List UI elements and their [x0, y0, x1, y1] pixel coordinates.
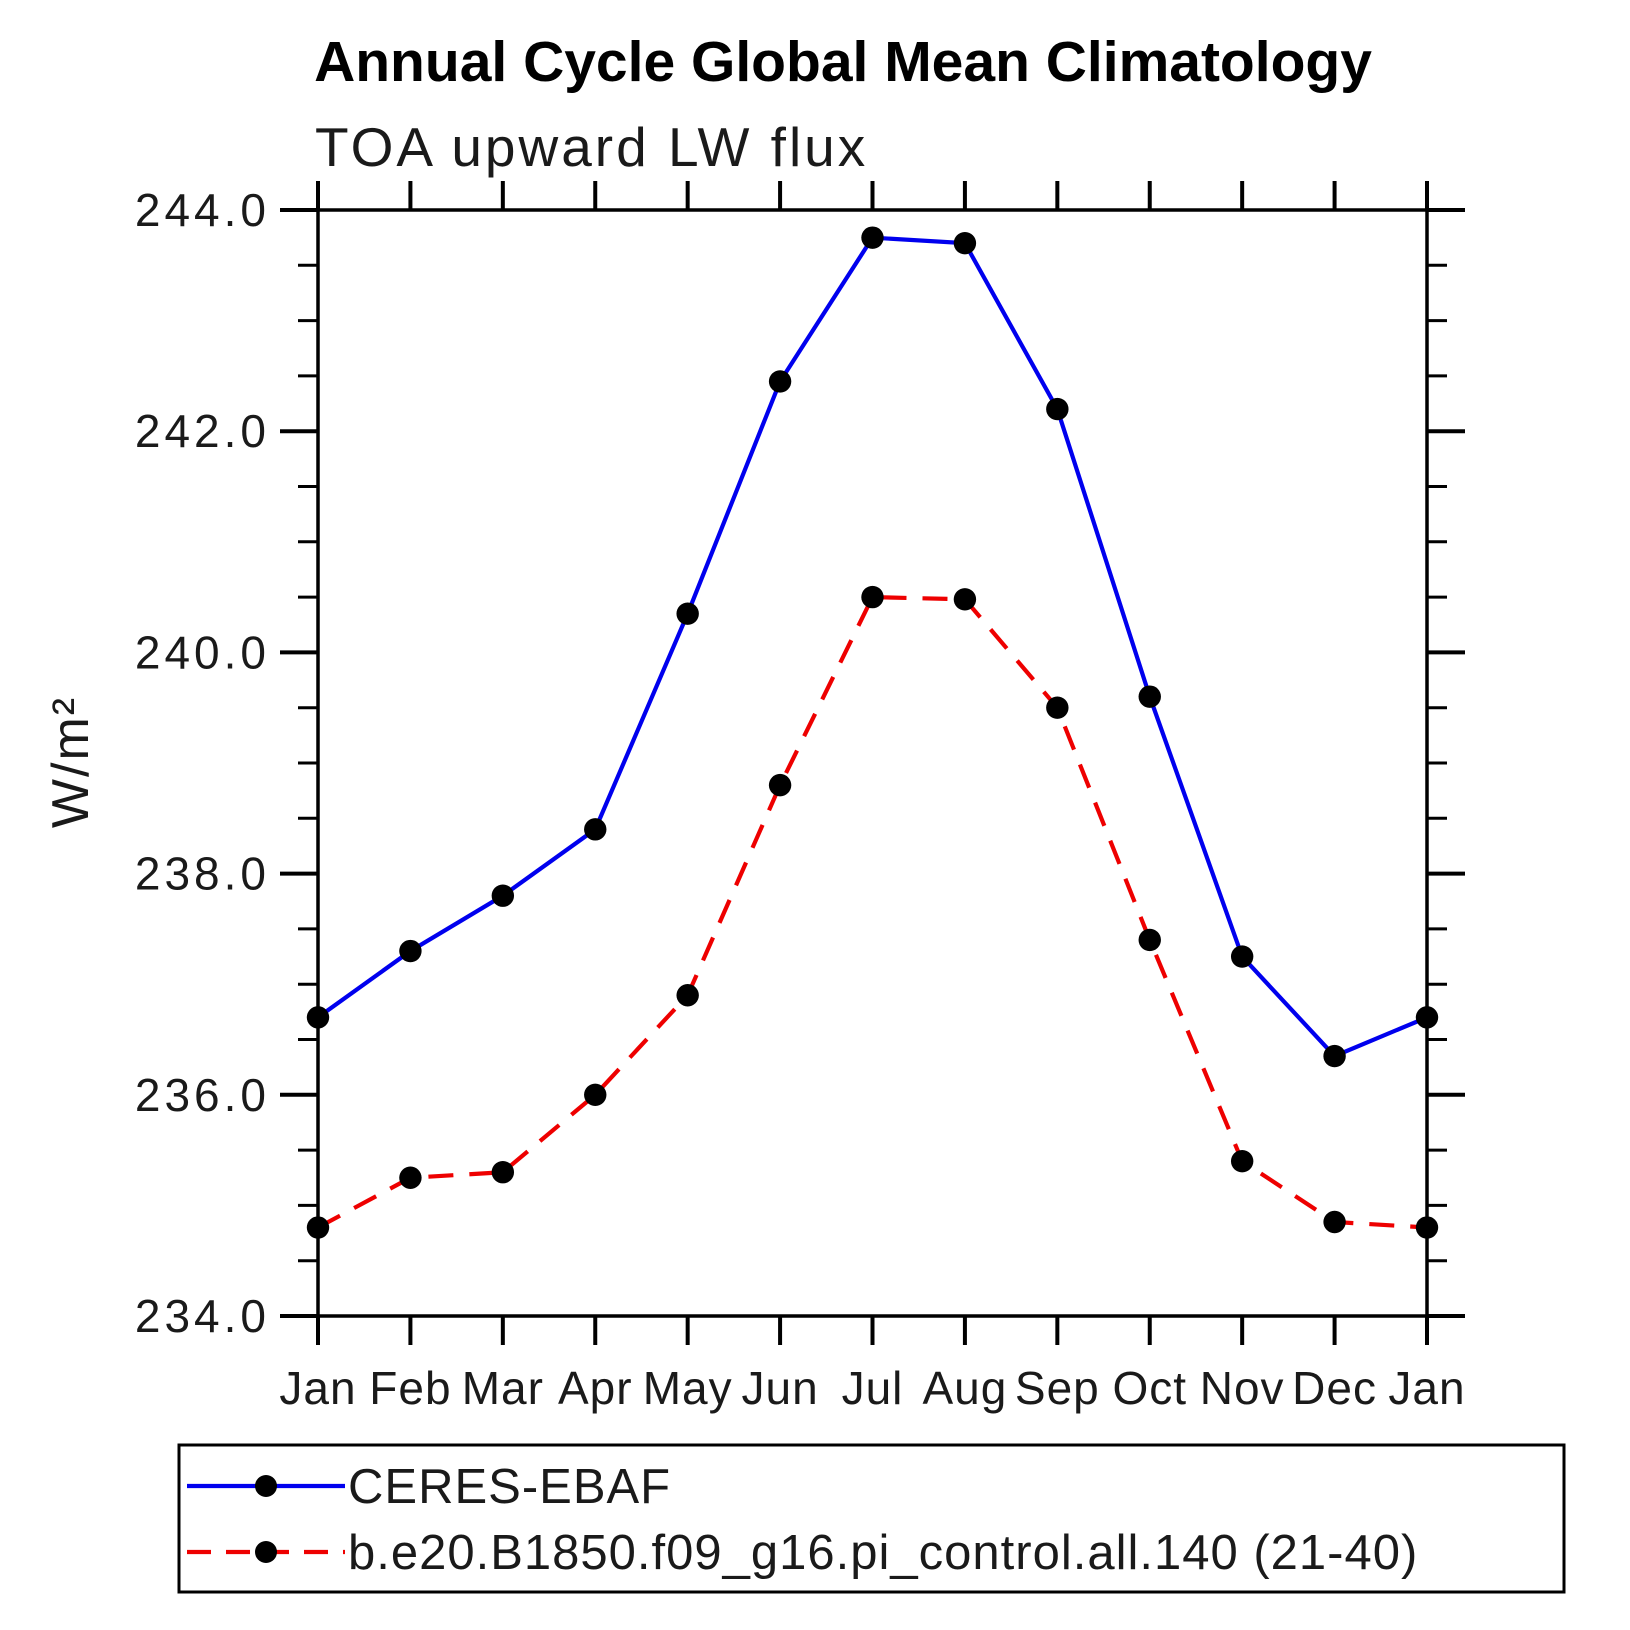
series-1-marker [861, 585, 884, 609]
chart-subtitle: TOA upward LW flux [315, 116, 868, 178]
x-tick-label: Mar [462, 1362, 544, 1414]
series-1-marker [306, 1216, 330, 1239]
series-1-marker [1138, 928, 1161, 952]
series-1-marker [1046, 696, 1069, 719]
x-tick-label: Jun [741, 1362, 818, 1414]
x-tick-label: Jan [1388, 1362, 1465, 1414]
series-0-marker [676, 602, 699, 625]
axis-ticks [280, 181, 1465, 1345]
x-tick-label: Sep [1015, 1362, 1100, 1414]
series-1-marker [1230, 1149, 1254, 1173]
x-tick-label: Feb [369, 1362, 451, 1414]
series-1-marker [491, 1161, 515, 1184]
series-1-marker [676, 984, 699, 1007]
legend-rows: CERES-EBAF b.e20.B1850.f09_g16.pi_control… [187, 1460, 1418, 1580]
series-1-marker [768, 773, 792, 797]
data-series [306, 226, 1439, 1239]
y-tick-label: 234.0 [135, 1290, 270, 1342]
legend-box [177, 1443, 1566, 1594]
series-0-marker [861, 226, 884, 249]
series-0-marker [1046, 397, 1069, 421]
series-0-marker [399, 939, 422, 963]
series-1-marker [399, 1166, 422, 1189]
series-1-marker [1323, 1210, 1346, 1234]
y-tick-label: 242.0 [135, 405, 270, 457]
x-tick-label: Nov [1200, 1362, 1285, 1414]
y-tick-label: 240.0 [135, 626, 270, 678]
series-1-marker [584, 1083, 607, 1107]
x-tick-label: Jul [842, 1362, 904, 1414]
x-tick-label: Apr [558, 1362, 633, 1414]
series-line-1 [317, 594, 1428, 1230]
series-1-marker [953, 588, 977, 611]
series-1-marker [1415, 1216, 1439, 1239]
series-0-marker [1230, 945, 1254, 968]
x-tick-label: May [643, 1362, 733, 1414]
y-axis-label: W/m² [42, 696, 100, 828]
legend-marker-1 [255, 1541, 277, 1563]
legend: CERES-EBAF b.e20.B1850.f09_g16.pi_control… [177, 1443, 1566, 1594]
y-tick-label: 244.0 [135, 184, 270, 236]
y-tick-label: 238.0 [135, 848, 270, 900]
series-0-marker [1138, 685, 1161, 708]
legend-label-0: CERES-EBAF [348, 1460, 671, 1514]
series-0-marker [584, 818, 607, 841]
series-line-0 [316, 235, 1428, 1059]
x-tick-label: Aug [922, 1362, 1007, 1414]
x-tick-label: Dec [1292, 1362, 1377, 1414]
series-0-marker [1323, 1044, 1346, 1068]
plot-area-border [316, 208, 1429, 1318]
series-0-marker [491, 884, 515, 907]
series-0-marker [1415, 1006, 1439, 1029]
series-0-marker [306, 1006, 330, 1029]
chart-title: Annual Cycle Global Mean Climatology [314, 30, 1372, 94]
legend-label-1: b.e20.B1850.f09_g16.pi_control.all.140 (… [348, 1526, 1418, 1580]
legend-marker-0 [255, 1475, 277, 1497]
y-tick-label: 236.0 [135, 1069, 270, 1121]
x-tick-label: Oct [1112, 1362, 1187, 1414]
x-tick-label: Jan [279, 1362, 356, 1414]
series-0-marker [953, 231, 977, 255]
series-0-marker [768, 370, 792, 393]
